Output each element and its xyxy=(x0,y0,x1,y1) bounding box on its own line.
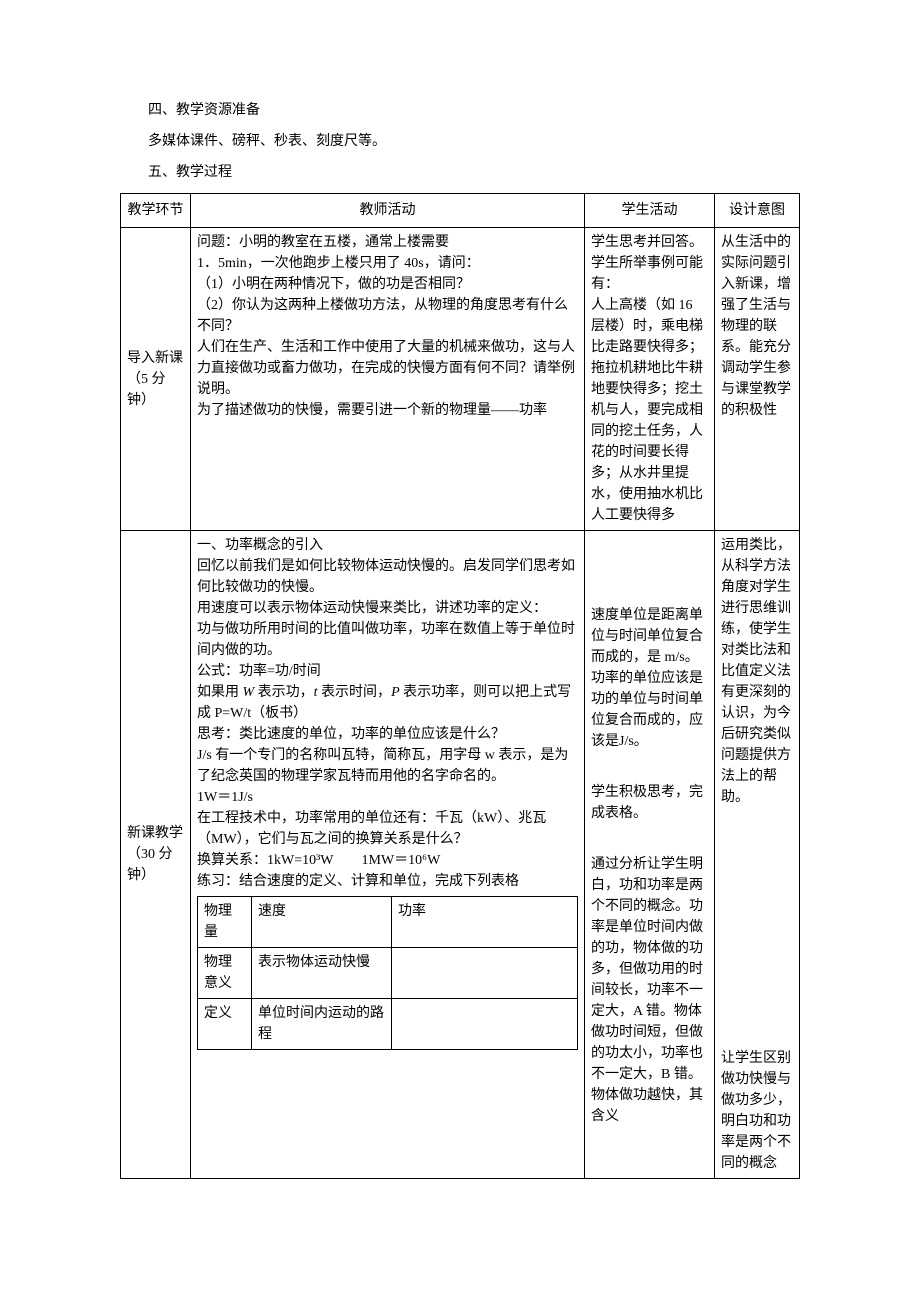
th-student: 学生活动 xyxy=(585,194,715,228)
t-span: P xyxy=(391,685,400,700)
student-cell-main: 速度单位是距离单位与时间单位复合而成的，是 m/s。功率的单位应该是功的单位与时… xyxy=(585,531,715,1179)
teacher-text: 在工程技术中，功率常用的单位还有：千瓦（kW）、兆瓦（MW），它们与瓦之间的换算… xyxy=(197,808,578,850)
stage-cell-intro: 导入新课 （5 分钟） xyxy=(121,228,191,531)
teacher-text: 练习：结合速度的定义、计算和单位，完成下列表格 xyxy=(197,871,578,892)
teacher-text: 1．5min，一次他跑步上楼只用了 40s，请问： xyxy=(197,253,578,274)
teacher-text: 公式：功率=功/时间 xyxy=(197,661,578,682)
teacher-text: 为了描述做功的快慢，需要引进一个新的物理量——功率 xyxy=(197,400,578,421)
stage-duration: （5 分钟） xyxy=(127,369,184,411)
teacher-text: 如果用 W 表示功，t 表示时间，P 表示功率，则可以把上式写成 P=W/t（板… xyxy=(197,682,578,724)
intent-cell-main: 运用类比，从科学方法角度对学生进行思维训练，使学生对类比法和比值定义法有更深刻的… xyxy=(715,531,800,1179)
stage-title: 导入新课 xyxy=(127,348,184,369)
th-intent: 设计意图 xyxy=(715,194,800,228)
inner-cell xyxy=(392,999,578,1050)
intent-text: 让学生区别做功快慢与做功多少，明白功和功率是两个不同的概念 xyxy=(721,1048,793,1174)
inner-cell: 表示物体运动快慢 xyxy=(252,948,392,999)
teacher-text: 思考：类比速度的单位，功率的单位应该是什么？ xyxy=(197,724,578,745)
table-header-row: 教学环节 教师活动 学生活动 设计意图 xyxy=(121,194,800,228)
intent-text: 从生活中的实际问题引入新课，增强了生活与物理的联系。能充分调动学生参与课堂教学的… xyxy=(721,232,793,421)
student-cell-intro: 学生思考并回答。 学生所举事例可能有： 人上高楼（如 16 层楼）时，乘电梯比走… xyxy=(585,228,715,531)
teacher-text: 功与做功所用时间的比值叫做功率，功率在数值上等于单位时间内做的功。 xyxy=(197,619,578,661)
inner-comparison-table: 物理量 速度 功率 物理意义 表示物体运动快慢 定义 单位时间内运动的路程 xyxy=(197,896,578,1050)
student-text: 学生思考并回答。 xyxy=(591,232,708,253)
teacher-text: 1W＝1J/s xyxy=(197,787,578,808)
t-span: 表示时间， xyxy=(318,685,392,700)
teacher-cell-intro: 问题：小明的教室在五楼，通常上楼需要 1．5min，一次他跑步上楼只用了 40s… xyxy=(191,228,585,531)
intent-text: 运用类比，从科学方法角度对学生进行思维训练，使学生对类比法和比值定义法有更深刻的… xyxy=(721,535,793,808)
inner-row: 定义 单位时间内运动的路程 xyxy=(198,999,578,1050)
t-span: 如果用 xyxy=(197,685,243,700)
pre-text-block: 四、教学资源准备 多媒体课件、磅秤、秒表、刻度尺等。 五、教学过程 xyxy=(120,100,800,183)
th-teacher: 教师活动 xyxy=(191,194,585,228)
inner-cell: 物理意义 xyxy=(198,948,252,999)
student-text: 速度单位是距离单位与时间单位复合而成的，是 m/s。功率的单位应该是功的单位与时… xyxy=(591,605,708,752)
inner-cell: 定义 xyxy=(198,999,252,1050)
stage-cell-main: 新课教学 （30 分钟） xyxy=(121,531,191,1179)
student-text: 人上高楼（如 16 层楼）时，乘电梯比走路要快得多；拖拉机耕地比牛耕地要快得多；… xyxy=(591,295,708,526)
teacher-text: 换算关系：1kW=10³W 1MW＝10⁶W xyxy=(197,850,578,871)
inner-cell xyxy=(392,948,578,999)
spacer xyxy=(591,752,708,782)
inner-cell: 速度 xyxy=(252,897,392,948)
teacher-text: （2）你认为这两种上楼做功方法，从物理的角度思考有什么不同？ xyxy=(197,295,578,337)
lesson-plan-table: 教学环节 教师活动 学生活动 设计意图 导入新课 （5 分钟） 问题：小明的教室… xyxy=(120,193,800,1179)
teacher-text: （1）小明在两种情况下，做的功是否相同？ xyxy=(197,274,578,295)
student-text: 通过分析让学生明白，功和功率是两个不同的概念。功率是单位时间内做的功，物体做的功… xyxy=(591,854,708,1127)
teacher-text: 回忆以前我们是如何比较物体运动快慢的。启发同学们思考如何比较做功的快慢。 xyxy=(197,556,578,598)
resources-line: 多媒体课件、磅秤、秒表、刻度尺等。 xyxy=(120,131,800,152)
inner-cell: 功率 xyxy=(392,897,578,948)
inner-cell: 物理量 xyxy=(198,897,252,948)
inner-header-row: 物理量 速度 功率 xyxy=(198,897,578,948)
page-container: 四、教学资源准备 多媒体课件、磅秤、秒表、刻度尺等。 五、教学过程 教学环节 教… xyxy=(0,0,920,1302)
intent-cell-intro: 从生活中的实际问题引入新课，增强了生活与物理的联系。能充分调动学生参与课堂教学的… xyxy=(715,228,800,531)
spacer xyxy=(591,535,708,605)
t-span: W xyxy=(243,685,255,700)
section-heading-5: 五、教学过程 xyxy=(120,162,800,183)
teacher-text: 人们在生产、生活和工作中使用了大量的机械来做功，这与人力直接做功或畜力做功，在完… xyxy=(197,337,578,400)
t-span: 表示功， xyxy=(254,685,314,700)
teacher-text: J/s 有一个专门的名称叫瓦特，简称瓦，用字母 w 表示，是为了纪念英国的物理学… xyxy=(197,745,578,787)
teacher-text: 问题：小明的教室在五楼，通常上楼需要 xyxy=(197,232,578,253)
inner-cell: 单位时间内运动的路程 xyxy=(252,999,392,1050)
stage-duration: （30 分钟） xyxy=(127,844,184,886)
table-row: 新课教学 （30 分钟） 一、功率概念的引入 回忆以前我们是如何比较物体运动快慢… xyxy=(121,531,800,1179)
student-text: 学生所举事例可能有： xyxy=(591,253,708,295)
teacher-cell-main: 一、功率概念的引入 回忆以前我们是如何比较物体运动快慢的。启发同学们思考如何比较… xyxy=(191,531,585,1179)
inner-row: 物理意义 表示物体运动快慢 xyxy=(198,948,578,999)
teacher-text: 用速度可以表示物体运动快慢来类比，讲述功率的定义： xyxy=(197,598,578,619)
stage-title: 新课教学 xyxy=(127,823,184,844)
spacer xyxy=(721,808,793,1048)
section-heading-4: 四、教学资源准备 xyxy=(120,100,800,121)
table-row: 导入新课 （5 分钟） 问题：小明的教室在五楼，通常上楼需要 1．5min，一次… xyxy=(121,228,800,531)
th-stage: 教学环节 xyxy=(121,194,191,228)
spacer xyxy=(591,824,708,854)
student-text: 学生积极思考，完成表格。 xyxy=(591,782,708,824)
teacher-text: 一、功率概念的引入 xyxy=(197,535,578,556)
